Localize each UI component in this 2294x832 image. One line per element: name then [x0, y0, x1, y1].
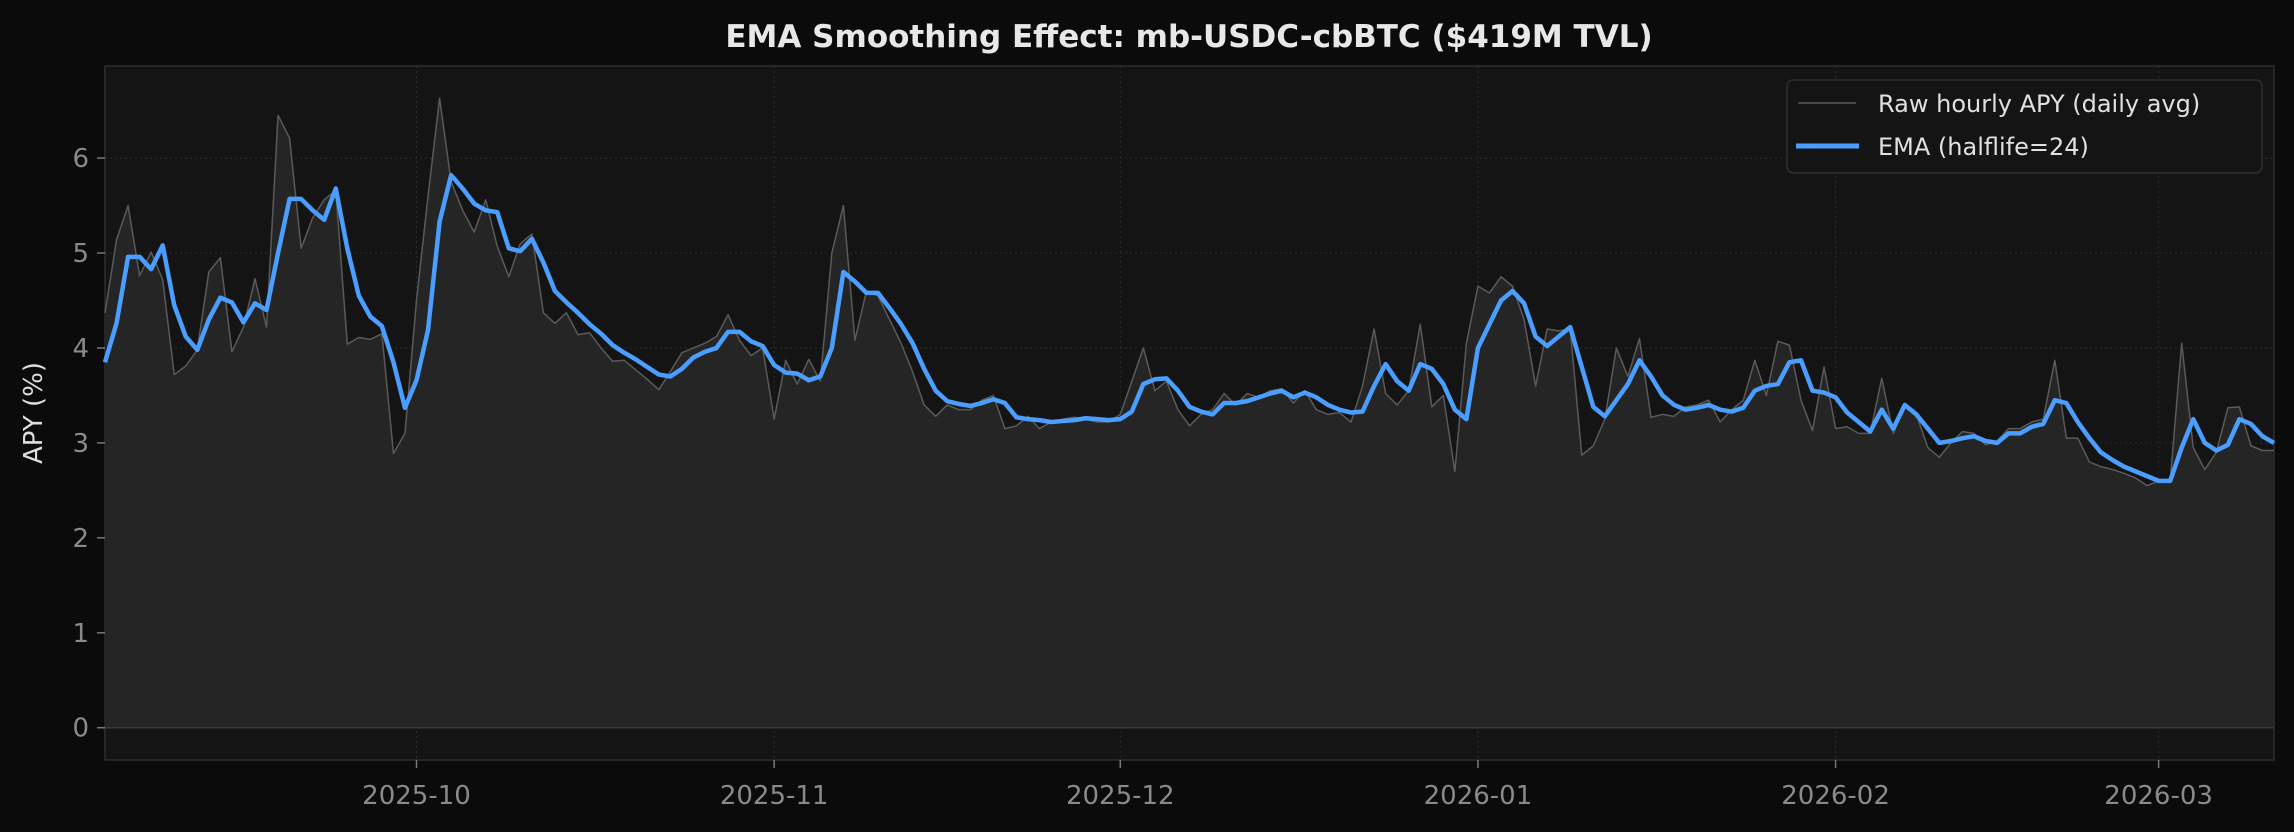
y-tick-label: 2	[72, 524, 89, 554]
y-axis: 0 1 2 3 4 5 6	[72, 144, 105, 744]
y-axis-label: APY (%)	[19, 362, 49, 464]
y-tick-label: 6	[72, 144, 89, 174]
x-tick-label: 2025-11	[720, 781, 829, 811]
series-line-ema	[102, 172, 2276, 484]
x-tick-label: 2025-12	[1066, 781, 1175, 811]
y-tick-label: 1	[72, 619, 89, 649]
legend: Raw hourly APY (daily avg) EMA (halflife…	[1786, 79, 2263, 174]
x-tick-label: 2026-02	[1781, 781, 1890, 811]
raw-area-fill	[105, 98, 2274, 728]
y-tick-label: 3	[72, 429, 89, 459]
y-tick-label: 5	[72, 239, 89, 269]
legend-label-raw: Raw hourly APY (daily avg)	[1878, 90, 2200, 118]
legend-box	[1786, 79, 2263, 174]
y-tick-label: 0	[72, 714, 89, 744]
x-tick-label: 2026-01	[1424, 781, 1533, 811]
x-tick-label: 2026-03	[2104, 781, 2213, 811]
y-tick-label: 4	[72, 334, 89, 364]
chart-title: EMA Smoothing Effect: mb-USDC-cbBTC ($41…	[725, 19, 1652, 55]
x-tick-label: 2025-10	[362, 781, 471, 811]
legend-label-ema: EMA (halflife=24)	[1878, 133, 2089, 161]
x-axis: 2025-10 2025-11 2025-12 2026-01 2026-02 2026-…	[362, 760, 2213, 811]
